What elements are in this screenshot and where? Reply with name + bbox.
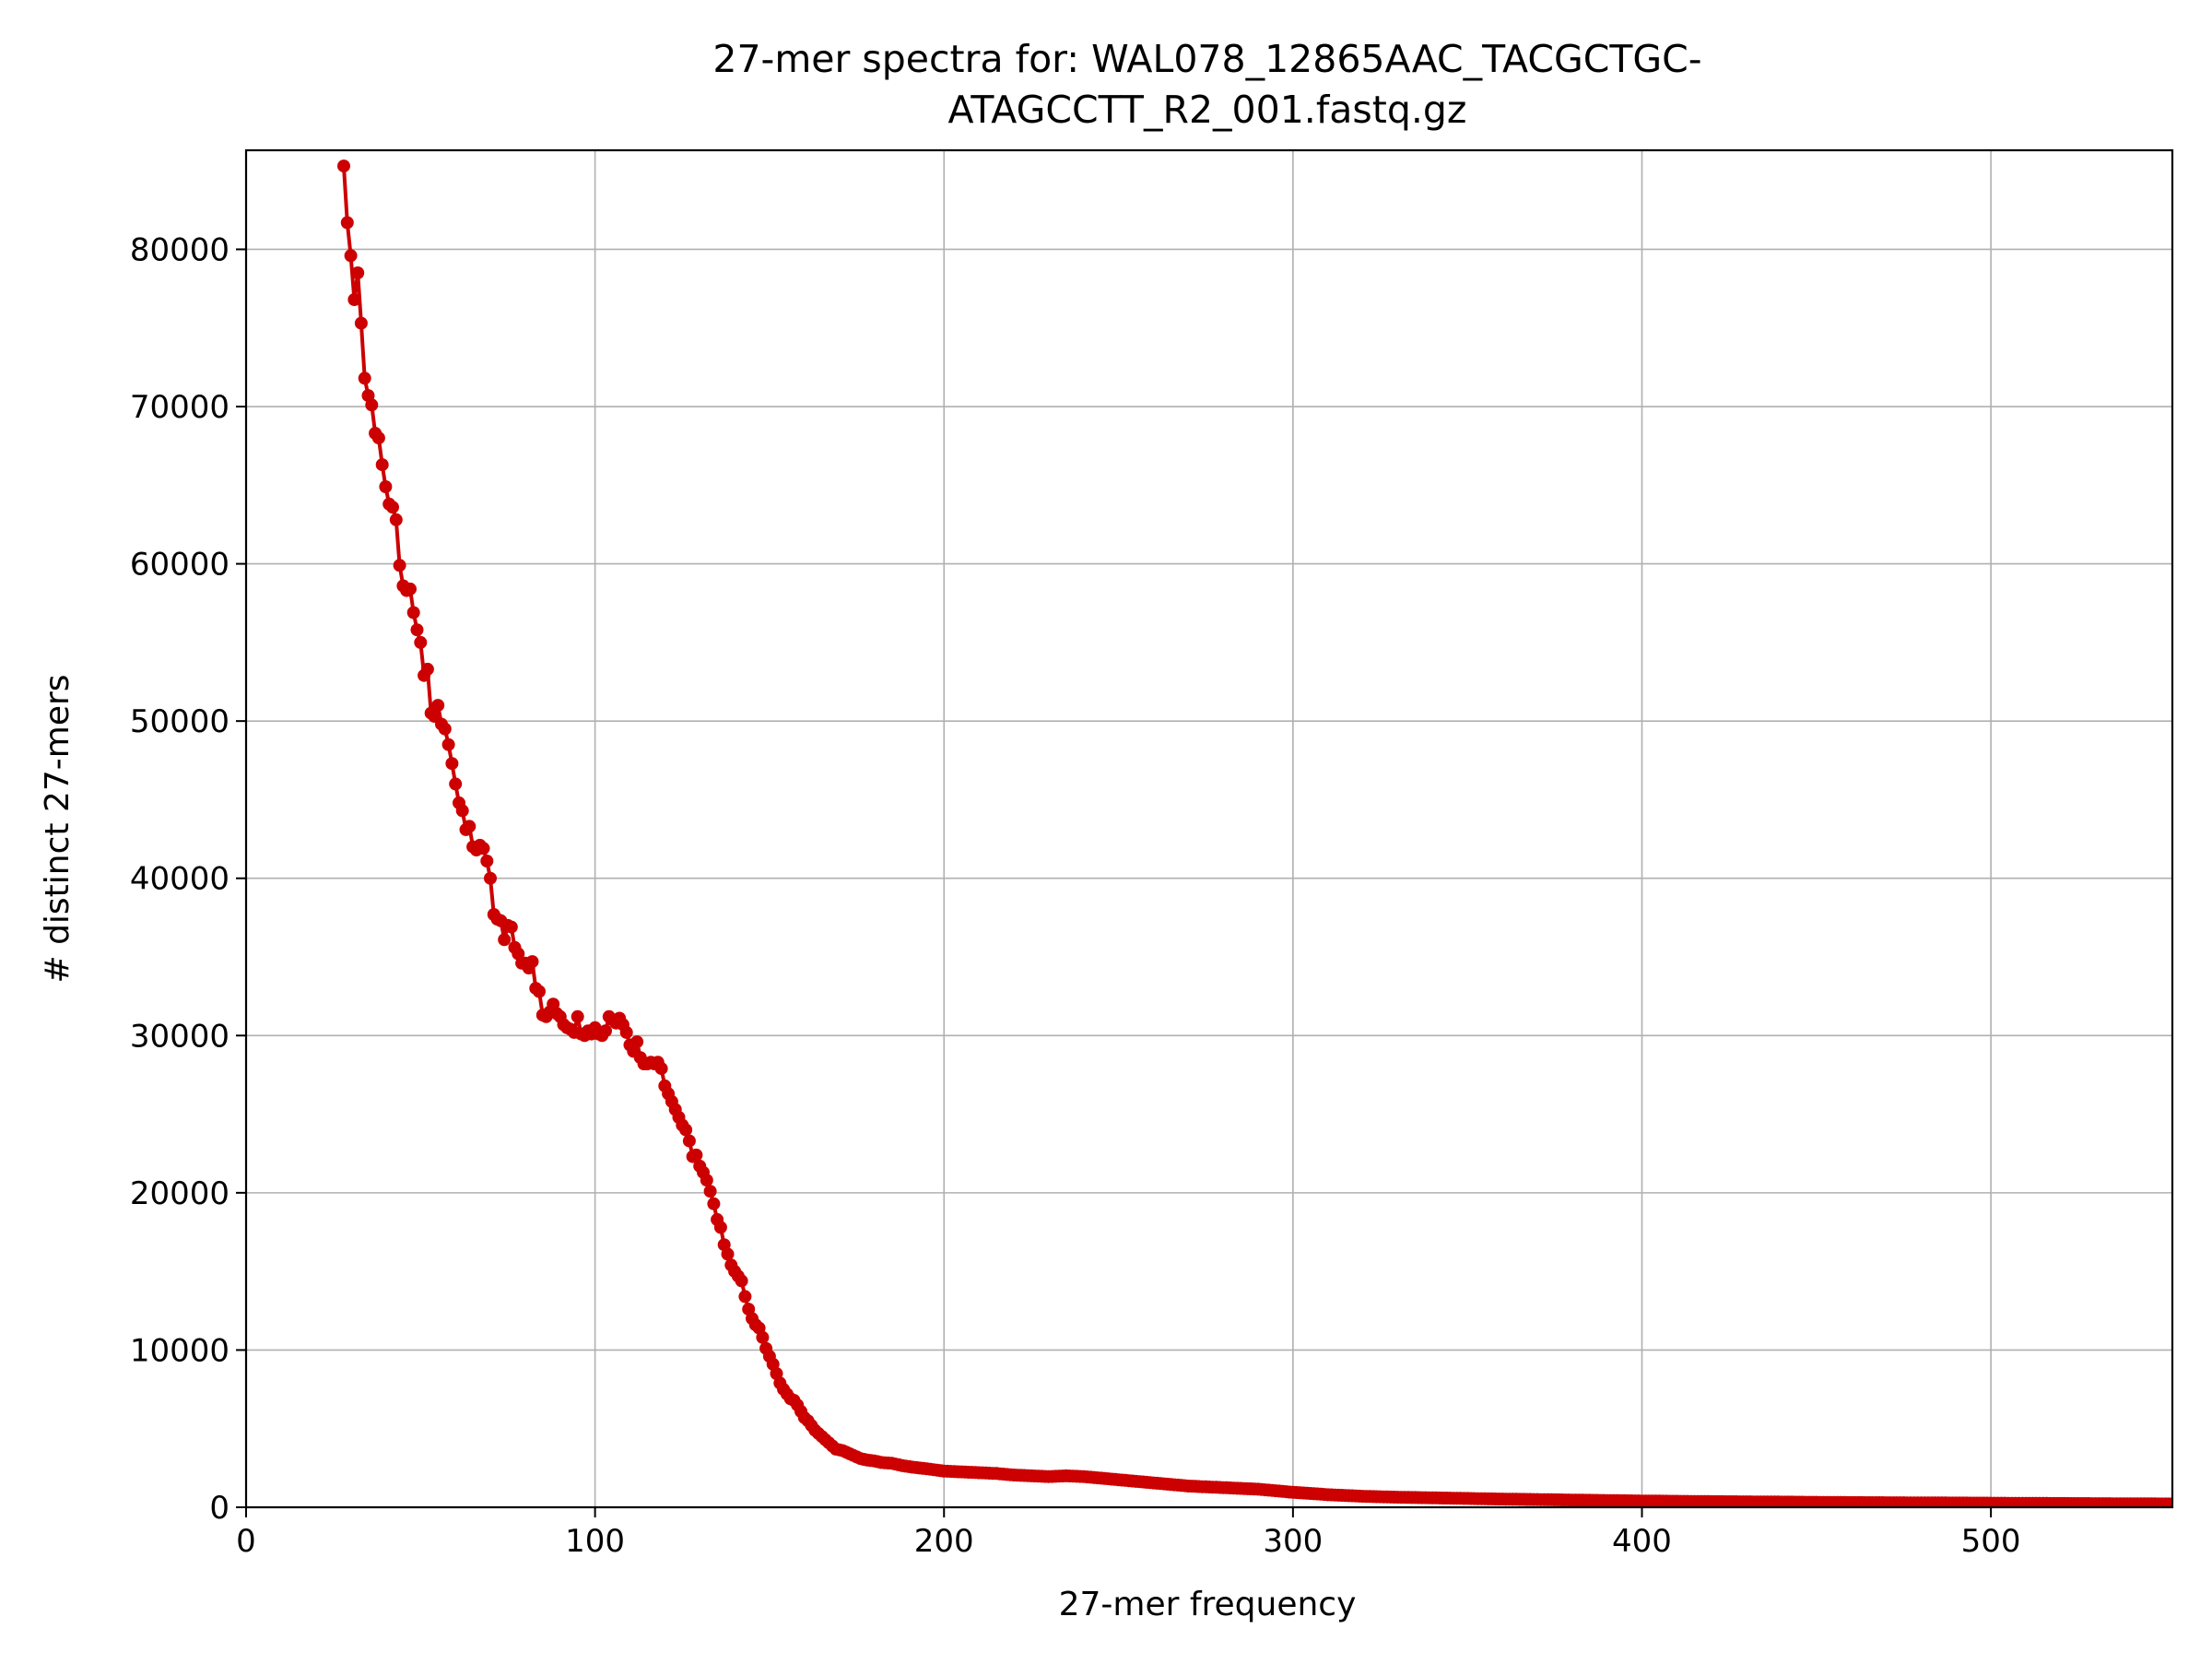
data-point (630, 1035, 644, 1049)
data-point (344, 249, 358, 263)
data-point (365, 398, 379, 412)
x-tick-label: 500 (1961, 1523, 2021, 1560)
data-point (393, 559, 406, 572)
data-point (375, 458, 389, 472)
data-point (351, 266, 365, 279)
x-tick-label: 400 (1612, 1523, 1672, 1560)
data-point (735, 1274, 748, 1288)
y-tick-label: 20000 (130, 1175, 229, 1212)
grid-lines (245, 150, 2172, 1508)
data-point (379, 480, 393, 493)
data-point (337, 159, 350, 173)
data-point (386, 501, 399, 514)
y-tick-label: 70000 (130, 389, 229, 426)
data-point (682, 1134, 696, 1148)
data-point (599, 1024, 612, 1038)
data-point (406, 606, 420, 620)
y-tick-label: 60000 (130, 547, 229, 584)
x-tick-label: 0 (236, 1523, 256, 1560)
data-point (721, 1247, 735, 1261)
y-tick-label: 40000 (130, 861, 229, 898)
data-point (2166, 1497, 2172, 1507)
x-axis-label: 27-mer frequency (1059, 1586, 1357, 1623)
axis-ticks: 0 100 200 300 400 500 0 10000 20000 30000 40000 500… (130, 231, 2021, 1560)
chart-title-line-1: 27-mer spectra for: WAL078_12865AAC_TACG… (712, 37, 1701, 81)
data-point (571, 1009, 584, 1023)
data-point (703, 1185, 717, 1198)
y-tick-label: 80000 (130, 231, 229, 268)
data-point (498, 933, 512, 947)
data-point (679, 1123, 693, 1137)
x-tick-label: 200 (914, 1523, 974, 1560)
data-point (738, 1290, 752, 1304)
data-point (431, 699, 445, 713)
data-point (533, 985, 546, 998)
plot-frame (244, 148, 2174, 1509)
data-point (404, 582, 417, 596)
data-point (414, 635, 428, 649)
data-point (420, 662, 434, 676)
x-tick-label: 300 (1263, 1523, 1323, 1560)
data-point (371, 431, 385, 445)
data-point (707, 1197, 721, 1210)
y-tick-label: 10000 (130, 1332, 229, 1369)
data-point (756, 1330, 770, 1344)
data-point (441, 738, 455, 751)
y-tick-label: 50000 (130, 703, 229, 740)
data-point (713, 1221, 727, 1234)
data-point (438, 722, 452, 736)
data-point (347, 293, 361, 306)
data-point (484, 871, 497, 885)
data-point (354, 316, 368, 330)
data-point (480, 855, 494, 867)
data-point (654, 1062, 668, 1076)
data-point (525, 955, 539, 969)
data-point (389, 513, 403, 526)
data-point (410, 623, 424, 637)
x-tick-label: 100 (565, 1523, 625, 1560)
data-point (504, 920, 518, 934)
y-tick-label: 30000 (130, 1018, 229, 1055)
data-point (445, 757, 459, 771)
data-point (619, 1025, 633, 1039)
chart-title-line-2: ATAGCCTT_R2_001.fastq.gz (948, 88, 1467, 132)
data-series (337, 159, 2172, 1507)
data-point (477, 842, 490, 856)
data-point (358, 372, 371, 385)
data-point (449, 777, 463, 791)
y-tick-label: 0 (209, 1490, 229, 1527)
data-point (700, 1174, 713, 1187)
y-axis-label: # distinct 27-mers (39, 674, 76, 983)
data-point (463, 820, 477, 833)
data-point (689, 1148, 703, 1162)
data-point (455, 804, 469, 818)
data-point (340, 216, 354, 230)
